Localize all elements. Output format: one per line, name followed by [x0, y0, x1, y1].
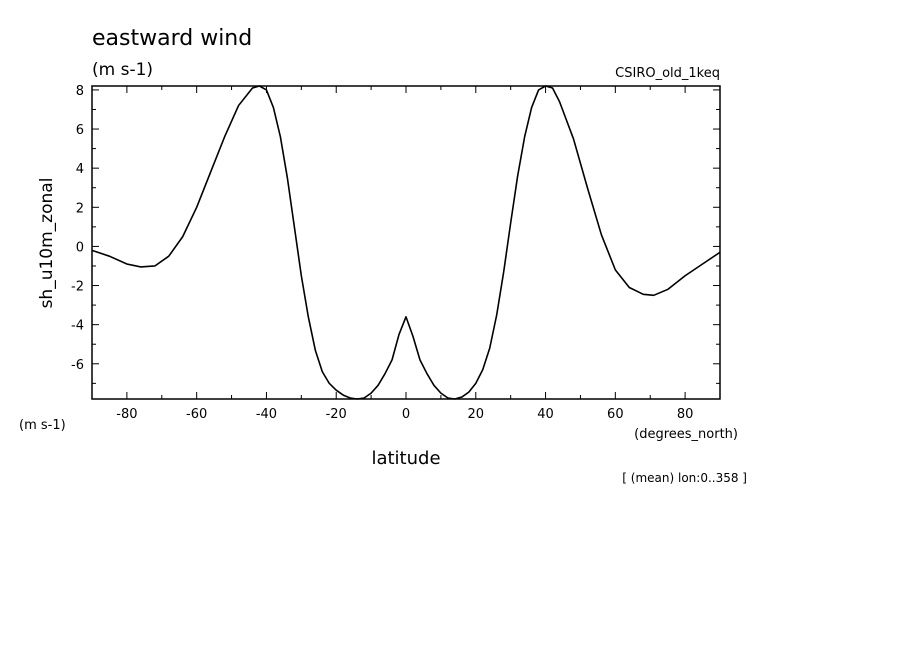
series-line — [91, 85, 721, 400]
y-tick-label: 2 — [76, 201, 84, 216]
run-label: CSIRO_old_1keq — [615, 66, 720, 81]
x-tick-label: 80 — [677, 407, 694, 422]
y-tick-label: -6 — [71, 358, 84, 373]
x-axis-label: latitude — [371, 448, 440, 469]
y-tick-label: 0 — [76, 240, 84, 255]
x-tick-label: 60 — [607, 407, 624, 422]
y-units-label: (m s-1) — [19, 418, 66, 433]
chart-title: eastward wind — [92, 26, 252, 51]
axis-ticks — [91, 86, 721, 399]
x-tick-label: -60 — [186, 407, 207, 422]
y-tick-label: 8 — [76, 84, 84, 99]
x-units-label: (degrees_north) — [634, 427, 738, 442]
plot-lines — [91, 85, 721, 400]
x-tick-label: 20 — [468, 407, 485, 422]
y-axis-label: sh_u10m_zonal — [37, 178, 57, 309]
y-tick-label: -4 — [71, 319, 84, 334]
x-tick-label: 0 — [402, 407, 410, 422]
x-tick-label: -20 — [326, 407, 347, 422]
y-tick-label: -2 — [71, 280, 84, 295]
x-tick-label: 40 — [537, 407, 554, 422]
plot-frame — [91, 85, 721, 400]
chart-units: (m s-1) — [92, 60, 153, 80]
footnote: [ (mean) lon:0..358 ] — [622, 471, 747, 485]
x-tick-label: -40 — [256, 407, 277, 422]
y-tick-label: 6 — [76, 123, 84, 138]
y-tick-label: 4 — [76, 162, 84, 177]
x-tick-label: -80 — [116, 407, 137, 422]
